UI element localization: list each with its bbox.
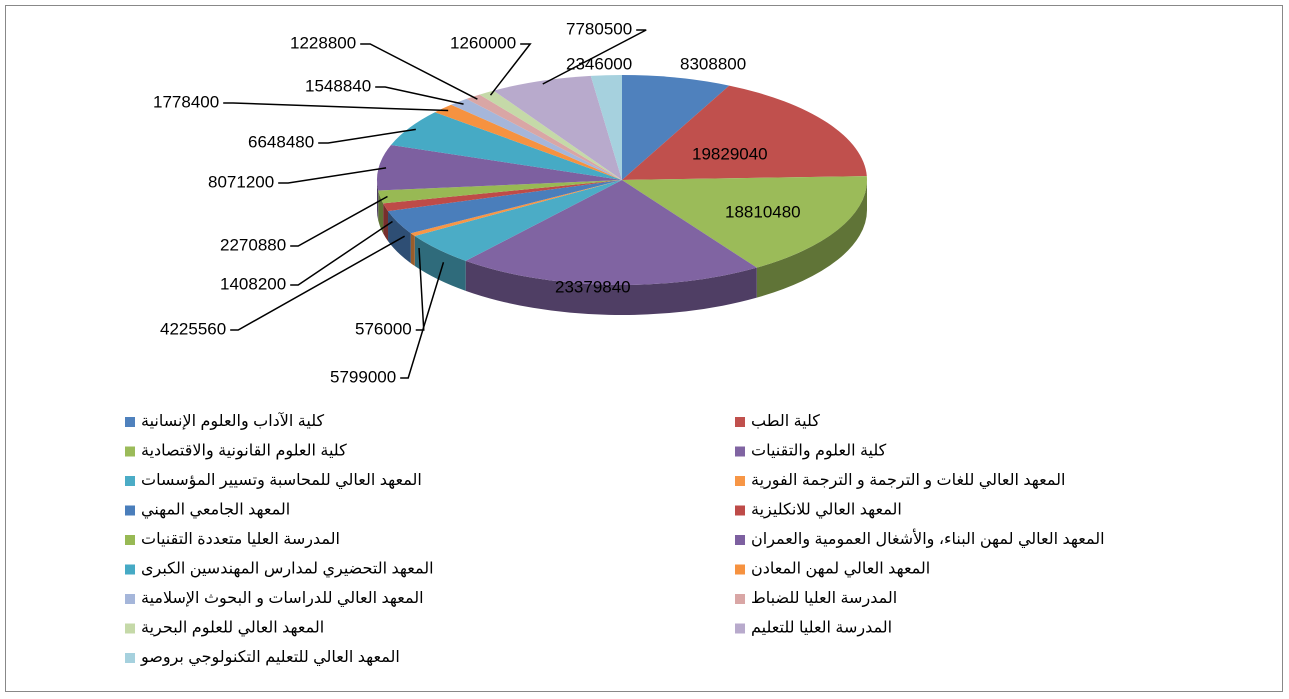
slice	[414, 180, 622, 261]
slice	[622, 75, 730, 180]
legend-label: المدرسة العليا للتعليم	[751, 620, 892, 638]
slice-side	[388, 211, 411, 264]
slice-side	[414, 236, 466, 291]
slice-side	[383, 203, 389, 242]
legend-swatch	[735, 505, 745, 516]
value-label: 8308800	[680, 54, 746, 73]
value-label: 1778400	[153, 92, 219, 111]
value-label: 8071200	[208, 172, 274, 191]
leader-line	[400, 262, 445, 379]
slice	[376, 145, 622, 191]
legend-swatch	[735, 417, 745, 427]
value-label: 2270880	[220, 235, 286, 254]
legend-label: المعهد التحضيري لمدارس المهندسين الكبرى	[141, 561, 434, 579]
leader-line	[290, 195, 388, 247]
value-label: 7780500	[566, 19, 632, 38]
legend-swatch	[125, 505, 135, 516]
slice	[466, 94, 622, 180]
leader-line	[489, 43, 532, 96]
legend-label: كلية الآداب والعلوم الإنسانية	[141, 412, 325, 431]
value-label: 1228800	[290, 33, 356, 52]
leader-line	[415, 247, 425, 331]
value-label: 1548840	[305, 76, 371, 95]
legend-label: المعهد العالي للتعليم التكنولوجي بروصو	[140, 649, 400, 667]
legend-swatch	[125, 446, 135, 457]
value-label: 4225560	[160, 319, 226, 338]
legend-label: المعهد العالي لمهن البناء، والأشغال العم…	[751, 528, 1105, 549]
value-label: 6648480	[248, 132, 314, 151]
value-label: 18810480	[725, 202, 801, 221]
leader-line	[223, 102, 449, 112]
value-label: 5799000	[330, 367, 396, 386]
slice	[388, 180, 622, 234]
legend-swatch	[125, 594, 135, 604]
leader-line	[375, 86, 464, 105]
leader-line	[290, 220, 393, 286]
legend-swatch	[735, 623, 745, 634]
legend-label: المعهد العالي للدراسات و البحوث الإسلامي…	[141, 590, 424, 608]
legend-label: المعهد الجامعي المهني	[141, 502, 290, 520]
legend-swatch	[125, 653, 135, 663]
legend-label: المدرسة العليا متعددة التقنيات	[141, 531, 340, 549]
legend-swatch	[735, 535, 745, 545]
legend-label: المعهد العالي للانكليزية	[751, 502, 902, 520]
slice	[434, 104, 622, 180]
slice-side	[756, 180, 867, 298]
slice	[622, 176, 867, 268]
slice	[479, 90, 622, 180]
slice	[622, 85, 867, 180]
leader-line	[542, 29, 647, 85]
value-label: 2346000	[566, 54, 632, 73]
legend-label: المدرسة العليا للضباط	[751, 590, 897, 608]
legend-label: المعهد العالي للغات و الترجمة و الترجمة …	[751, 472, 1065, 490]
legend-label: كلية الطب	[751, 413, 820, 430]
legend-swatch	[735, 594, 745, 604]
legend-label: كلية العلوم والتقنيات	[751, 443, 887, 461]
slice-side	[377, 180, 379, 221]
slice	[378, 180, 622, 204]
leader-line	[318, 128, 416, 144]
legend-swatch	[125, 417, 135, 427]
slice	[390, 112, 622, 180]
slice-side	[465, 260, 757, 316]
value-label: 19829040	[692, 144, 768, 163]
value-label: 1260000	[450, 33, 516, 52]
legend-label: المعهد العالي لمهن المعادن	[751, 561, 930, 579]
legend-label: المعهد العالي للمحاسبة وتسيير المؤسسات	[141, 472, 422, 490]
leader-line	[360, 43, 478, 100]
legend-label: المعهد العالي للعلوم البحرية	[141, 620, 324, 638]
legend-label: كلية العلوم القانونية والاقتصادية	[141, 443, 347, 461]
value-label: 23379840	[555, 277, 631, 296]
slice	[493, 75, 622, 180]
leader-line	[230, 235, 406, 331]
leader-line	[278, 167, 387, 184]
legend-swatch	[735, 446, 745, 457]
legend-swatch	[125, 564, 135, 575]
slice	[410, 180, 622, 237]
slice-side	[410, 233, 415, 267]
legend-swatch	[125, 476, 135, 486]
value-label: 576000	[355, 319, 412, 338]
legend-swatch	[735, 476, 745, 486]
legend-swatch	[735, 564, 745, 575]
value-label: 1408200	[220, 274, 286, 293]
legend-swatch	[125, 623, 135, 634]
legend-swatch	[125, 535, 135, 545]
slice	[451, 98, 622, 180]
slice	[465, 180, 757, 285]
slice	[383, 180, 622, 212]
slice	[590, 75, 622, 180]
